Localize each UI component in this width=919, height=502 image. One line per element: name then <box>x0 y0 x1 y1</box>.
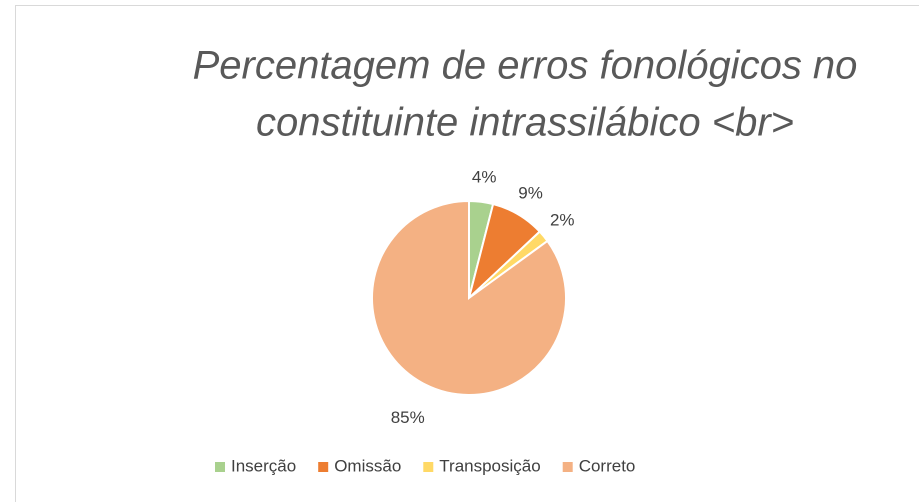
data-label: 4% <box>472 167 497 186</box>
data-label: 9% <box>518 183 543 202</box>
data-label: 2% <box>550 210 575 229</box>
legend-label: Inserção <box>231 456 296 475</box>
chart-title: constituinte intrassilábico <br> <box>256 101 794 145</box>
chart-title: Percentagem de erros fonológicos no <box>193 44 858 88</box>
legend-label: Transposição <box>439 456 540 475</box>
legend-swatch <box>423 462 434 472</box>
pie-slice <box>371 199 567 396</box>
legend-swatch <box>318 462 329 472</box>
data-label: 85% <box>391 408 425 427</box>
legend-swatch <box>215 462 225 472</box>
legend-label: Correto <box>579 456 636 475</box>
legend-swatch <box>562 462 573 472</box>
legend-label: Omissão <box>334 456 401 475</box>
